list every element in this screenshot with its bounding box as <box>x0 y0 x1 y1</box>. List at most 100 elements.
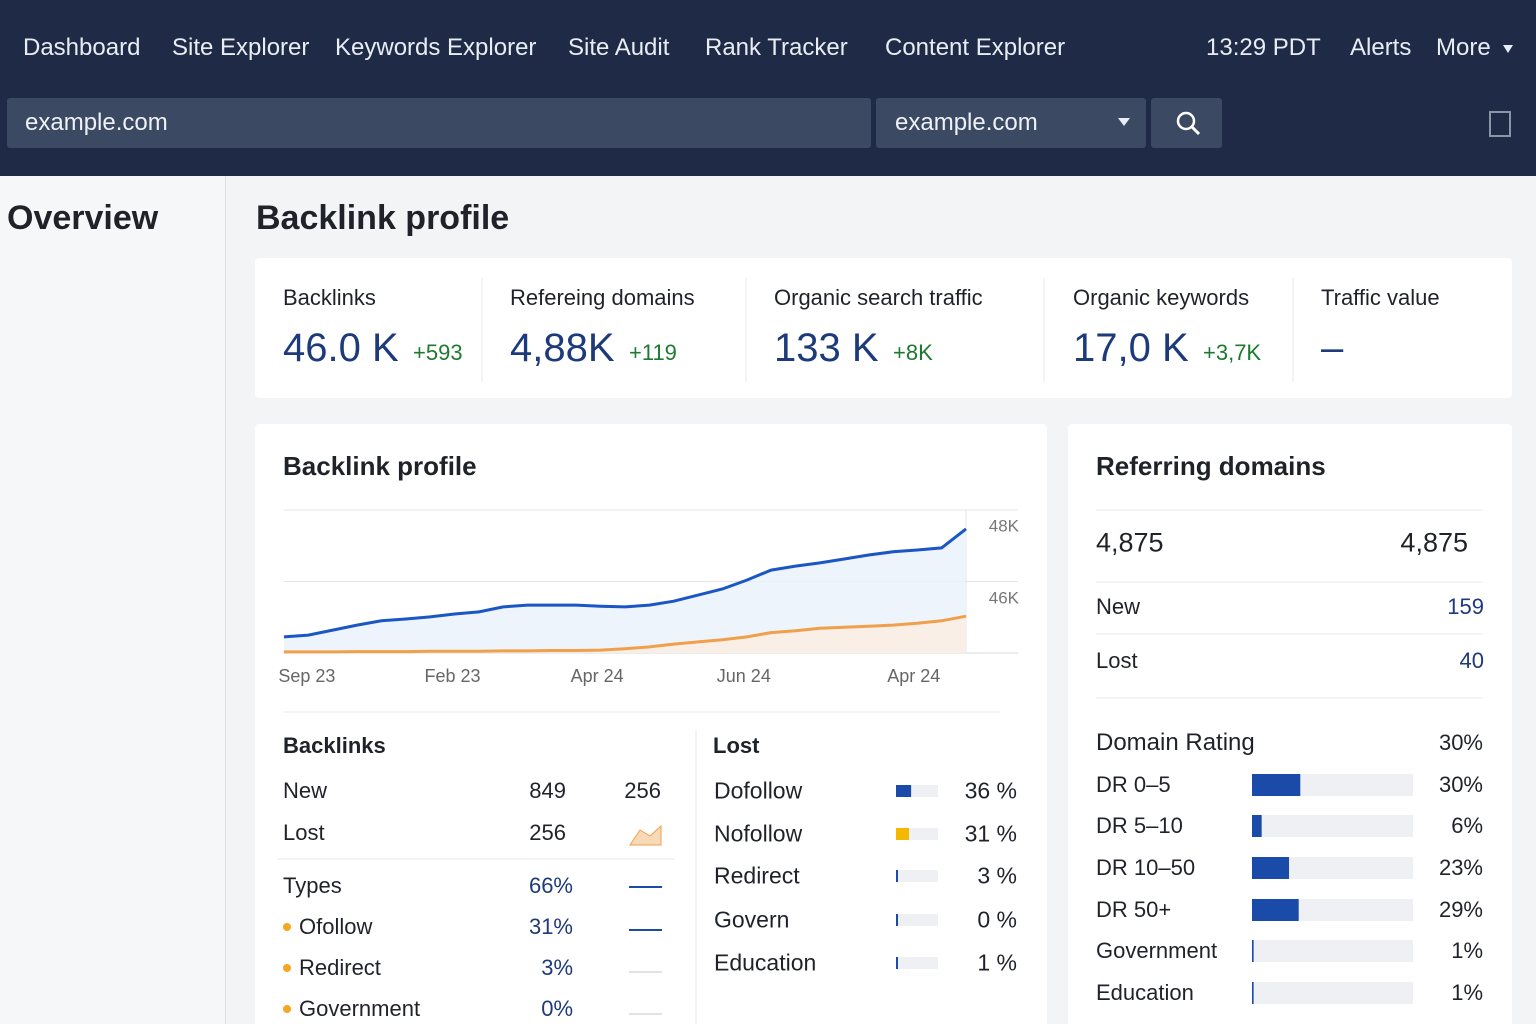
sparkline <box>629 824 662 846</box>
metric-value: – <box>1321 326 1344 370</box>
bar-track <box>1252 857 1413 879</box>
nav-item[interactable]: More <box>1436 34 1491 61</box>
bar <box>1252 815 1262 837</box>
row-label: Redirect <box>299 955 381 980</box>
row-value: 31% <box>528 914 573 939</box>
row-label: Dofollow <box>714 777 803 804</box>
row-value: 256 <box>529 820 566 845</box>
line <box>283 527 967 639</box>
row-label: DR 0–5 <box>1096 772 1171 797</box>
metric-value: 17,0 K <box>1073 326 1189 370</box>
row-label: Government <box>1096 938 1218 963</box>
row-label: Education <box>1096 980 1194 1005</box>
row-label: New <box>283 778 328 803</box>
bar-value: 23% <box>1438 855 1483 880</box>
metrics-card <box>255 258 1512 398</box>
section-title: Lost <box>713 733 760 758</box>
row-label: Nofollow <box>714 820 803 847</box>
area <box>284 528 966 653</box>
section-title: Domain Rating <box>1096 729 1255 756</box>
bar-track <box>1252 982 1413 1004</box>
bar <box>1252 774 1301 796</box>
bar <box>1252 940 1254 962</box>
dropdown-arrow <box>1118 118 1130 126</box>
bar-value: 1% <box>1451 938 1483 963</box>
metric-delta: +119 <box>629 340 677 365</box>
bar <box>1252 899 1299 921</box>
metric-label: Backlinks <box>283 285 376 310</box>
row-label: Ofollow <box>299 914 373 939</box>
metric-label: Organic search traffic <box>774 285 983 310</box>
row-label: Redirect <box>714 862 800 889</box>
bar-start <box>896 785 898 797</box>
nav-item[interactable]: Site Audit <box>568 34 670 61</box>
section-value: 30% <box>1438 730 1483 755</box>
bullet <box>283 923 291 931</box>
nav-item[interactable]: Dashboard <box>23 34 141 61</box>
bar <box>896 785 912 797</box>
x-tick-label: Apr 24 <box>887 666 941 686</box>
page-title: Backlink profile <box>256 199 510 237</box>
row-label: Lost <box>1096 648 1138 673</box>
panel-title: Referring domains <box>1096 451 1326 481</box>
metric-delta: +8K <box>893 340 933 365</box>
metric-label: Refereing domains <box>510 285 695 310</box>
area <box>284 616 966 653</box>
search-input[interactable] <box>7 98 871 148</box>
metric-value: 46.0 K <box>283 326 399 370</box>
x-tick-label: Jun 24 <box>716 666 771 686</box>
bar-value: 30% <box>1438 772 1483 797</box>
metric-value: 133 K <box>774 326 879 370</box>
export-icon[interactable] <box>1489 111 1511 137</box>
bar-value: 31 % <box>964 820 1017 847</box>
nav-item[interactable]: Keywords Explorer <box>335 34 537 61</box>
bar-value: 6% <box>1451 813 1483 838</box>
sidebar <box>0 176 226 1024</box>
x-tick-label: Sep 23 <box>278 666 336 686</box>
section-title: Backlinks <box>283 733 386 758</box>
row-label: Education <box>714 949 817 976</box>
bar-start <box>896 828 898 840</box>
search-icon-handle <box>1190 125 1201 136</box>
bar <box>896 828 910 840</box>
search-button[interactable] <box>1151 98 1222 148</box>
row-label: Lost <box>283 820 325 845</box>
metric-delta: +3,7K <box>1203 340 1262 365</box>
bar-value: 3 % <box>977 862 1017 889</box>
metric-label: Organic keywords <box>1073 285 1250 310</box>
row-value: 256 <box>624 778 661 803</box>
bar-value: 36 % <box>964 777 1017 804</box>
bar-value: 29% <box>1438 897 1483 922</box>
y-tick-label: 48K <box>988 516 1019 536</box>
line <box>284 614 967 654</box>
bar-track <box>896 957 938 969</box>
x-tick-label: Apr 24 <box>570 666 624 686</box>
clock: 13:29 PDT <box>1206 34 1321 61</box>
bar-value: 1 % <box>977 949 1017 976</box>
y-tick-label: 46K <box>988 588 1019 607</box>
nav-item[interactable]: Alerts <box>1350 34 1412 61</box>
bar-track <box>896 914 938 926</box>
scope-text[interactable]: example.com <box>895 109 1038 136</box>
nav-item[interactable]: Content Explorer <box>885 34 1066 61</box>
bar-track <box>896 870 938 882</box>
row-value: 40 <box>1459 648 1484 673</box>
search-text[interactable]: example.com <box>25 109 168 136</box>
panel-title: Backlink profile <box>283 451 477 481</box>
row-value: 3% <box>541 955 573 980</box>
sidebar-title: Overview <box>7 199 159 237</box>
total: 4,875 <box>1096 527 1164 558</box>
row-label: Govern <box>714 906 790 933</box>
scope-select[interactable] <box>876 98 1146 148</box>
nav-item[interactable]: Rank Tracker <box>705 34 848 61</box>
metric-delta: +593 <box>413 340 463 365</box>
total: 4,875 <box>1400 527 1468 558</box>
bar-start <box>896 957 898 969</box>
bar <box>1252 982 1254 1004</box>
row-value: 66% <box>528 873 573 898</box>
bar-start <box>896 914 898 926</box>
nav-item[interactable]: Site Explorer <box>172 34 310 61</box>
row-value: 0% <box>541 996 573 1021</box>
bar <box>1252 857 1290 879</box>
